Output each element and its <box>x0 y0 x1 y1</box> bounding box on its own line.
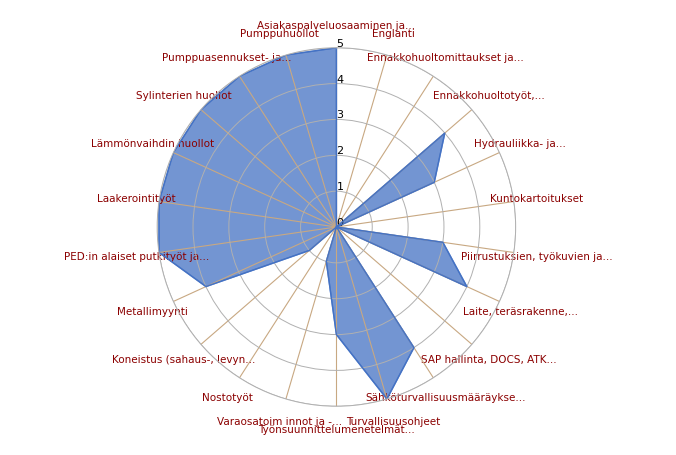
Polygon shape <box>159 49 467 399</box>
